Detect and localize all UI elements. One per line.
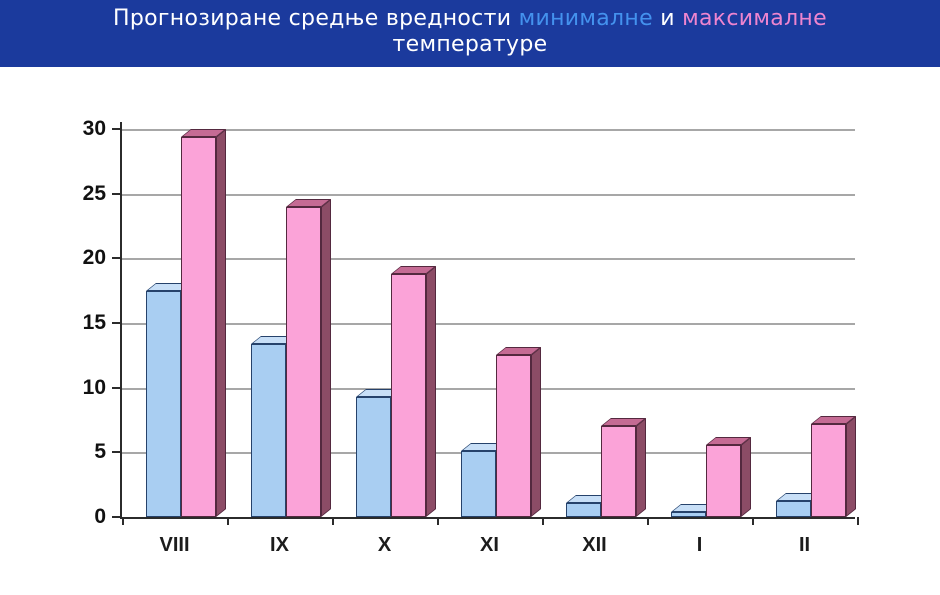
- y-axis-label: 15: [82, 311, 106, 334]
- y-axis-label: 20: [82, 246, 106, 270]
- gridline: [122, 193, 855, 196]
- bar-side-face: [531, 347, 541, 517]
- x-tick: [542, 517, 544, 525]
- y-axis-label: 0: [94, 505, 106, 528]
- gridline: [122, 323, 855, 325]
- bar-front-face: [811, 423, 846, 517]
- y-axis-label: 25: [82, 181, 106, 205]
- page-title: Прогнозиране средње вредности минималне …: [60, 6, 880, 58]
- bar-max-II: [811, 415, 856, 517]
- bar-min-I: [671, 503, 716, 517]
- x-tick: [332, 517, 334, 525]
- x-axis-label: VIII: [159, 534, 190, 556]
- bar-front-face: [146, 290, 181, 517]
- bar-min-II: [776, 493, 821, 517]
- y-tick: [112, 192, 120, 195]
- bar-max-X: [391, 265, 436, 517]
- bar-front-face: [706, 444, 741, 517]
- plot-area: 0 5 10 15 20 25 30 VIII IX X XI XII I II: [83, 118, 859, 555]
- x-axis-label: II: [798, 534, 811, 556]
- bar-side-face: [636, 418, 646, 517]
- title-segment: минималне: [518, 6, 653, 31]
- bar-front-face: [286, 206, 321, 517]
- bar-front-face: [391, 273, 426, 517]
- bar-side-face: [321, 198, 331, 517]
- y-axis-line: [120, 122, 122, 131]
- bar-side-face: [846, 415, 856, 517]
- title-segment: максималне: [682, 6, 827, 31]
- bar-front-face: [671, 511, 706, 517]
- x-axis-label: XI: [480, 534, 499, 556]
- bar-front-face: [356, 396, 391, 517]
- y-axis-label: 10: [82, 375, 106, 399]
- x-axis-label: X: [377, 534, 392, 556]
- x-tick: [857, 517, 859, 525]
- x-tick: [227, 517, 229, 525]
- y-tick: [112, 386, 120, 389]
- bar-max-IX: [286, 198, 331, 517]
- title-segment: температуре: [392, 31, 548, 57]
- y-tick: [112, 322, 120, 324]
- bar-front-face: [566, 502, 601, 517]
- gridline: [122, 387, 855, 390]
- y-axis-label: 30: [82, 117, 106, 140]
- bar-min-XII: [566, 494, 611, 517]
- gridline: [122, 258, 855, 261]
- x-axis-label: I: [696, 534, 703, 556]
- bar-max-XII: [601, 418, 646, 517]
- y-tick: [112, 451, 120, 454]
- bar-side-face: [216, 128, 226, 517]
- bar-min-VIII: [146, 282, 191, 517]
- title-banner: Прогнозиране средње вредности минималне …: [0, 0, 940, 67]
- bar-front-face: [461, 451, 496, 517]
- x-tick: [752, 517, 754, 525]
- bar-front-face: [601, 426, 636, 517]
- bar-front-face: [181, 136, 216, 517]
- x-axis-label: XII: [582, 534, 607, 556]
- bar-front-face: [251, 343, 286, 517]
- bar-front-face: [776, 501, 811, 517]
- x-tick: [437, 517, 439, 525]
- x-tick: [122, 517, 124, 525]
- y-tick: [112, 128, 120, 130]
- bar-side-face: [426, 265, 436, 517]
- bar-max-I: [706, 436, 751, 517]
- bar-max-XI: [496, 347, 541, 517]
- y-axis-label: 5: [94, 440, 106, 464]
- y-tick: [112, 257, 120, 260]
- title-segment: и: [652, 6, 683, 31]
- bar-min-XI: [461, 443, 506, 517]
- x-tick: [647, 517, 649, 525]
- bar-front-face: [496, 355, 531, 517]
- title-segment: Прогнозиране средње вредности: [113, 6, 519, 31]
- bar-min-X: [356, 388, 401, 517]
- x-axis-label: IX: [270, 534, 289, 556]
- gridline: [122, 129, 855, 131]
- bar-min-IX: [251, 335, 296, 517]
- y-tick: [112, 516, 120, 518]
- bar-max-VIII: [181, 128, 226, 517]
- bar-side-face: [741, 436, 751, 517]
